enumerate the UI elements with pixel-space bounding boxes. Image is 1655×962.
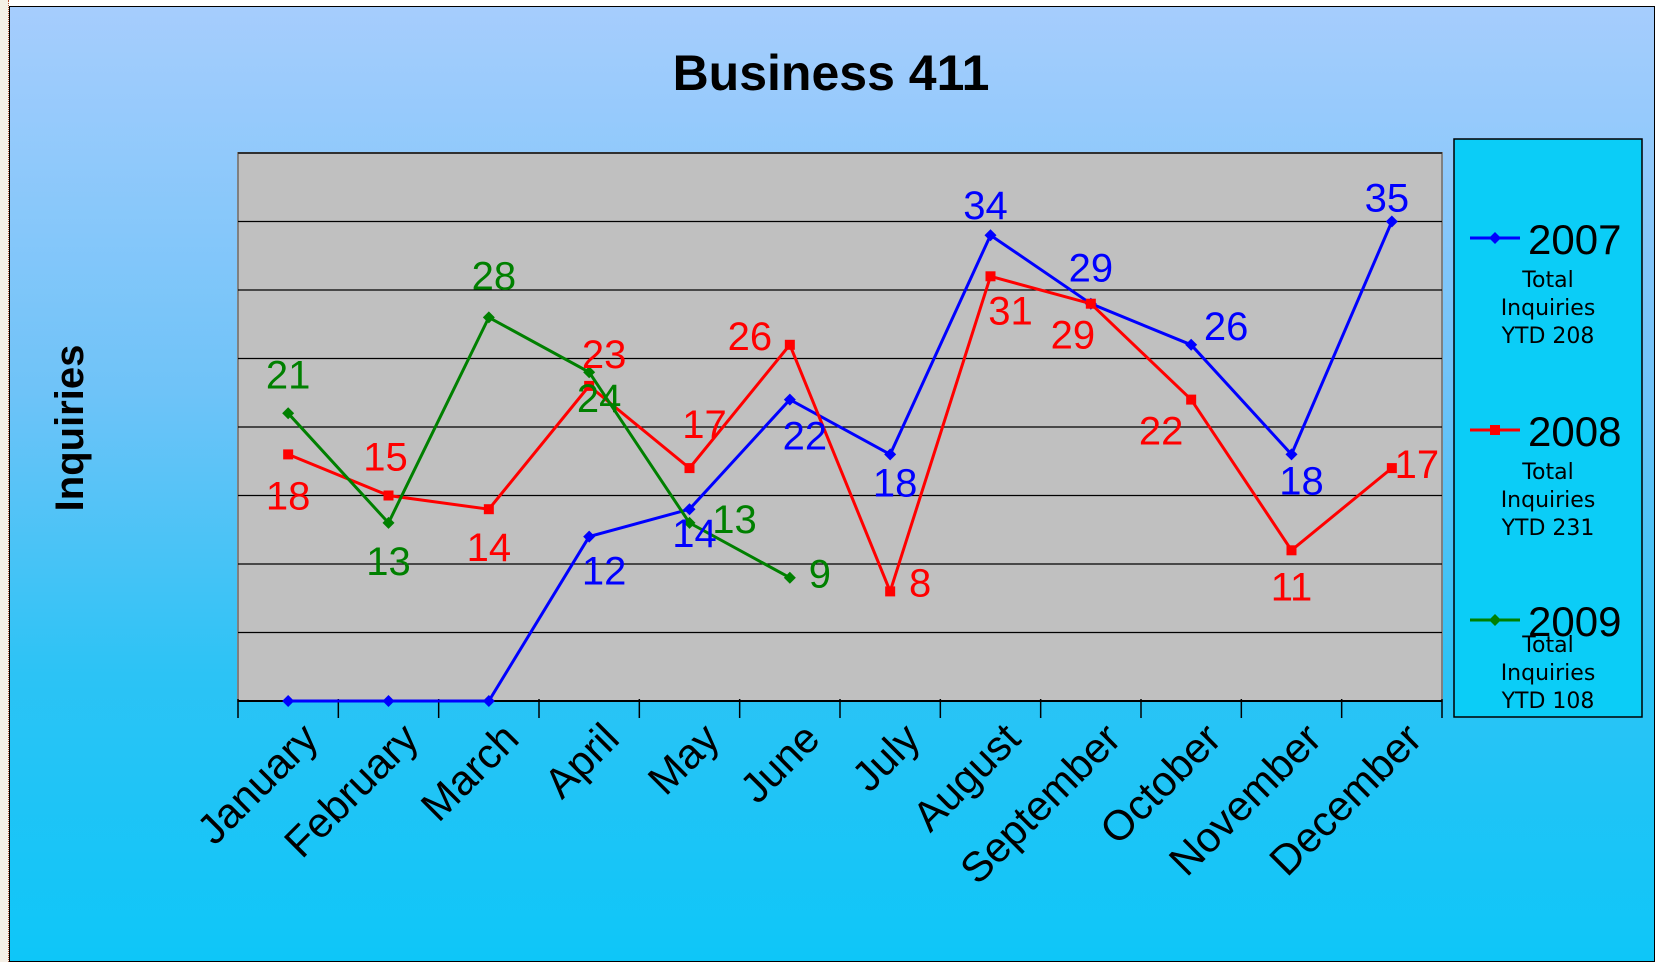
data-label: 18 [873, 461, 918, 505]
data-point [885, 586, 896, 597]
data-label: 14 [467, 526, 512, 570]
x-tick-label: April [535, 714, 628, 807]
legend-marker [1489, 232, 1501, 244]
series-layer [282, 215, 1398, 707]
series-line-2009 [287, 315, 791, 580]
data-label: 35 [1365, 177, 1410, 221]
data-point [483, 504, 494, 515]
legend-label: 2007 [1528, 216, 1621, 263]
data-point [382, 695, 395, 707]
data-label: 17 [1395, 443, 1440, 487]
data-point [783, 571, 796, 584]
data-point [984, 229, 997, 242]
legend-total-text: YTD 231 [1501, 516, 1595, 541]
data-point [1386, 463, 1397, 474]
left-edge [0, 0, 9, 962]
data-point [282, 407, 295, 420]
data-point [1286, 545, 1297, 556]
data-label: 24 [577, 377, 622, 421]
legend-total-text: Total [1521, 633, 1573, 658]
data-label: 34 [963, 184, 1008, 228]
data-point [482, 311, 495, 324]
data-label: 31 [988, 289, 1033, 333]
legend-total-text: Total [1521, 268, 1573, 293]
data-label: 9 [809, 553, 831, 597]
y-axis-label: Inquiries [48, 345, 92, 512]
data-label: 18 [266, 474, 311, 518]
data-point [684, 463, 695, 474]
data-label: 21 [266, 353, 311, 397]
data-label: 28 [472, 254, 517, 298]
data-point [985, 271, 996, 282]
data-point [383, 490, 394, 501]
legend-total-text: Inquiries [1501, 488, 1596, 513]
x-tick-label: March [412, 714, 528, 830]
legend-total-text: YTD 108 [1501, 689, 1595, 714]
data-point [784, 339, 795, 350]
data-point [1186, 394, 1197, 405]
x-tick-label: June [731, 714, 829, 812]
data-label: 26 [1204, 305, 1249, 349]
data-label: 17 [682, 403, 727, 447]
legend-total-text: YTD 208 [1501, 324, 1595, 349]
x-tick-label: July [843, 714, 929, 800]
data-point [1285, 448, 1298, 461]
data-point [683, 503, 696, 516]
data-point [1185, 338, 1198, 351]
data-label: 12 [582, 550, 627, 594]
data-label: 26 [728, 315, 773, 359]
data-labels: 1214221834292618351815142317268312922111… [266, 177, 1439, 610]
data-label: 22 [783, 415, 828, 459]
data-point [583, 530, 596, 543]
data-label: 15 [363, 436, 408, 480]
data-label: 29 [1069, 247, 1114, 291]
legend-label: 2008 [1528, 408, 1621, 455]
x-tick-label: May [639, 714, 728, 803]
data-point [683, 516, 696, 529]
legend-label: 2009 [1528, 598, 1621, 645]
data-point [1085, 298, 1096, 309]
data-label: 13 [366, 540, 411, 584]
data-point [1385, 215, 1398, 228]
data-label: 23 [582, 333, 627, 377]
data-point [283, 449, 294, 460]
data-point [884, 448, 897, 461]
data-point [482, 695, 495, 707]
data-point [584, 380, 595, 391]
data-label: 22 [1139, 410, 1184, 454]
data-label: 8 [909, 561, 931, 605]
legend-marker [1489, 614, 1501, 626]
legend-marker [1490, 425, 1500, 435]
data-label: 13 [712, 498, 757, 542]
data-point [583, 366, 596, 379]
legend-total-text: Inquiries [1501, 661, 1596, 686]
legend-total-text: Inquiries [1501, 296, 1596, 321]
legend: 2007 Total Inquiries YTD 208 2008 Total Inquir… [1470, 216, 1621, 714]
legend-total-text: Total [1521, 460, 1573, 485]
data-point [783, 393, 796, 406]
data-label: 14 [672, 512, 717, 556]
data-point [282, 695, 295, 707]
series-line-2008 [287, 274, 1393, 596]
data-point [382, 516, 395, 529]
data-label: 29 [1051, 314, 1096, 358]
data-label: 11 [1271, 565, 1313, 609]
chart-title: Business 411 [673, 45, 990, 101]
data-label: 18 [1279, 459, 1324, 503]
series-line-2007 [288, 220, 1394, 703]
